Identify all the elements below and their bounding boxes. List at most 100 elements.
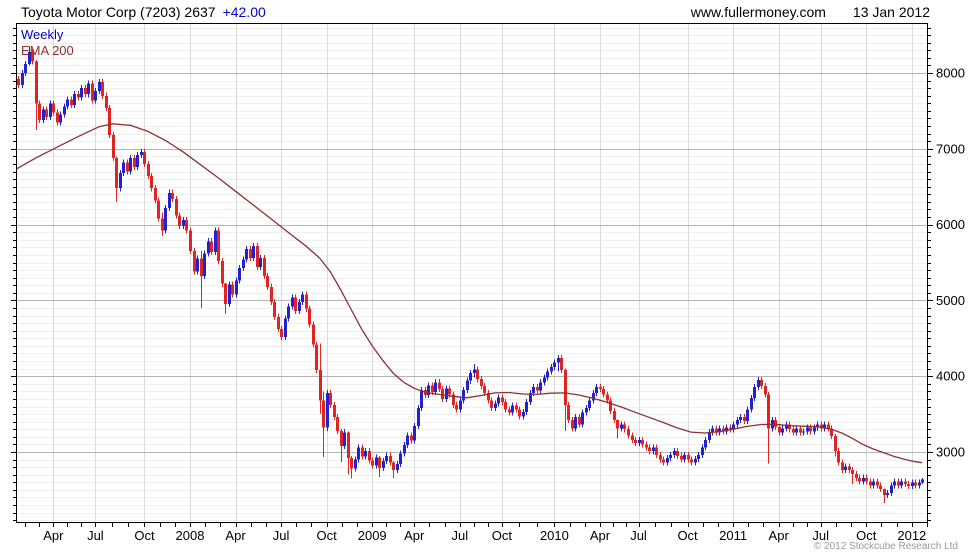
candle [809,427,812,432]
candle [876,481,879,486]
candle [245,248,248,260]
candle [799,428,802,433]
candle [396,464,399,471]
candle [438,382,441,390]
candle [35,61,38,104]
candle [760,379,763,387]
candle [17,79,20,86]
candle [616,420,619,429]
candle [382,461,385,468]
candle [319,370,322,401]
candle [648,447,651,452]
candle [84,88,87,95]
candle [210,241,213,252]
candle [638,439,641,443]
candle [392,462,395,471]
candle [546,371,549,378]
candle [200,258,203,277]
candle [911,482,914,487]
x-axis-tick-label: Jul [812,528,829,543]
candle [115,157,118,189]
candle [855,473,858,478]
candle [441,389,444,399]
candle [87,83,90,95]
candle [413,426,416,441]
candle [175,198,178,216]
candle [848,466,851,471]
candle [466,380,469,390]
copyright-notice: © 2012 Stockcube Research Ltd [813,541,958,552]
candle [820,424,823,429]
candle [497,397,500,404]
candle [641,439,644,445]
candle [406,435,409,446]
candle [588,400,591,409]
candle [235,280,238,295]
candle [539,382,542,391]
header-right: www.fullermoney.com 13 Jan 2012 [691,4,930,20]
candle [347,432,350,459]
candle [80,88,83,98]
candle [715,428,718,433]
candle [595,386,598,393]
candle [736,420,739,425]
candle [732,424,735,430]
candle [900,481,903,486]
candle [399,453,402,465]
candle [270,286,273,302]
candle [147,163,150,177]
candle [837,451,840,463]
candle [143,151,146,164]
x-axis-tick-label: Oct [677,528,698,543]
candle [301,294,304,302]
candle [140,151,143,155]
plot-border [16,23,928,523]
candle [185,220,188,231]
candle [193,251,196,272]
candle [256,245,259,268]
candle [827,424,830,429]
candle [434,382,437,393]
candle [515,405,518,410]
x-axis-tick-label: Apr [404,528,425,543]
candle [284,318,287,337]
candle [340,430,343,446]
candle [66,99,69,107]
candle [785,424,788,429]
candle [525,401,528,412]
candle [403,445,406,454]
candle [431,385,434,393]
x-axis-tick-label: 2011 [719,528,747,543]
candle [108,107,111,136]
candle [487,392,490,401]
candle [581,412,584,425]
candle [462,389,465,401]
candle [294,297,297,312]
candle [834,436,837,452]
candle [858,477,861,482]
candle [164,207,167,231]
candle [94,91,97,101]
candle [277,317,280,330]
candle [249,248,252,258]
candle [452,394,455,405]
candle [21,73,24,86]
grid-layer [16,23,928,523]
candle [242,259,245,268]
x-axis-tick-label: 2008 [176,528,205,543]
candle [473,369,476,374]
candle [357,447,360,460]
candle [42,109,45,121]
candle [921,479,924,483]
candle [865,477,868,482]
candle [739,417,742,421]
candle [378,457,381,468]
candle [841,462,844,471]
price-change: +42.00 [222,4,266,20]
candle [49,103,52,117]
candle [417,408,420,427]
candle [606,394,609,401]
candle [326,392,329,428]
candle [196,258,199,272]
candle [504,401,507,410]
